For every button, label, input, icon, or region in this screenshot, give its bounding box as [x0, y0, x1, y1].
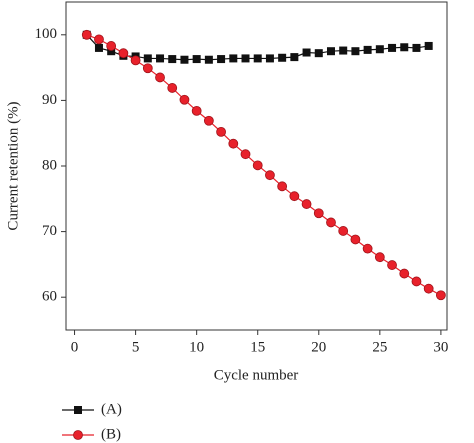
x-tick-label: 5 — [132, 339, 140, 355]
marker — [339, 46, 348, 55]
series-line — [86, 34, 442, 296]
marker — [326, 47, 335, 56]
marker — [253, 54, 262, 63]
marker — [351, 47, 360, 56]
marker — [411, 276, 422, 287]
marker — [374, 252, 385, 263]
marker — [399, 268, 410, 279]
marker — [302, 48, 311, 57]
marker — [217, 55, 226, 64]
marker — [94, 43, 103, 52]
y-tick-label: 70 — [42, 223, 57, 239]
marker — [265, 54, 274, 63]
marker — [142, 63, 153, 74]
marker — [412, 43, 421, 52]
marker — [326, 217, 336, 228]
marker — [228, 138, 239, 149]
marker — [229, 54, 238, 63]
marker — [362, 243, 373, 254]
marker — [435, 290, 446, 301]
x-tick-label: 20 — [311, 339, 326, 355]
marker — [375, 45, 384, 54]
legend-label: (B) — [101, 426, 121, 442]
y-tick-label: 100 — [35, 26, 58, 42]
legend-marker — [74, 406, 82, 414]
marker — [216, 126, 226, 137]
marker — [363, 45, 372, 54]
x-tick-label: 15 — [250, 339, 265, 355]
marker — [313, 208, 324, 219]
marker — [155, 72, 165, 83]
marker — [143, 54, 152, 63]
marker — [277, 181, 288, 192]
marker — [167, 83, 178, 93]
marker — [289, 191, 300, 202]
marker — [240, 149, 251, 160]
y-tick-label: 90 — [42, 92, 57, 108]
marker — [252, 160, 263, 171]
y-tick-label: 60 — [42, 289, 57, 305]
marker — [424, 41, 433, 50]
marker — [203, 115, 214, 126]
marker — [301, 199, 312, 209]
y-tick-label: 80 — [42, 157, 57, 173]
marker — [107, 47, 116, 56]
marker — [278, 53, 287, 62]
marker — [156, 54, 165, 63]
x-tick-label: 0 — [71, 339, 79, 355]
marker — [192, 55, 201, 64]
x-tick-label: 10 — [189, 339, 204, 355]
marker — [314, 49, 323, 58]
marker — [191, 105, 202, 116]
marker — [388, 43, 397, 52]
marker — [290, 53, 299, 62]
y-axis-title: Current retention (%) — [5, 101, 21, 230]
marker — [106, 41, 117, 51]
marker — [387, 260, 397, 270]
marker — [118, 48, 129, 59]
marker — [130, 55, 141, 66]
x-tick-label: 30 — [433, 339, 448, 355]
marker — [400, 43, 409, 52]
marker — [168, 55, 177, 64]
marker — [94, 34, 104, 45]
marker — [423, 283, 434, 294]
marker — [204, 55, 213, 64]
legend-label: (A) — [101, 401, 122, 417]
marker — [81, 29, 92, 40]
marker — [241, 54, 250, 63]
x-axis-title: Cycle number — [214, 367, 299, 383]
marker — [338, 226, 349, 236]
marker — [350, 234, 361, 245]
marker — [179, 94, 190, 105]
marker — [180, 55, 189, 64]
x-tick-label: 25 — [372, 339, 387, 355]
marker — [265, 170, 275, 181]
legend-marker — [73, 430, 83, 440]
